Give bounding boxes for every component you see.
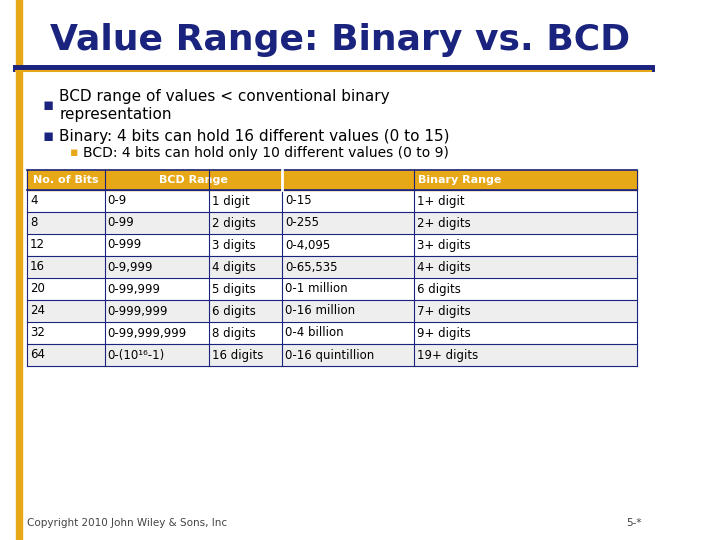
Text: 0-1 million: 0-1 million: [285, 282, 348, 295]
Text: 0-9,999: 0-9,999: [107, 260, 153, 273]
Text: 0-65,535: 0-65,535: [285, 260, 338, 273]
Text: 16: 16: [30, 260, 45, 273]
Text: Binary Range: Binary Range: [418, 175, 501, 185]
Bar: [27, 300, 637, 322]
Text: Binary: 4 bits can hold 16 different values (0 to 15): Binary: 4 bits can hold 16 different val…: [59, 129, 450, 144]
Text: 0-16 million: 0-16 million: [285, 305, 355, 318]
Text: 2 digits: 2 digits: [212, 217, 256, 230]
Text: 24: 24: [30, 305, 45, 318]
Text: BCD Range: BCD Range: [159, 175, 228, 185]
Text: 2+ digits: 2+ digits: [417, 217, 471, 230]
Text: Value Range: Binary vs. BCD: Value Range: Binary vs. BCD: [50, 23, 630, 57]
Text: 4 digits: 4 digits: [212, 260, 256, 273]
Text: 6 digits: 6 digits: [212, 305, 256, 318]
Text: ▪: ▪: [70, 146, 78, 159]
Text: 0-9: 0-9: [107, 194, 127, 207]
Text: 8: 8: [30, 217, 37, 230]
Text: 0-15: 0-15: [285, 194, 312, 207]
Text: 32: 32: [30, 327, 45, 340]
Text: 3+ digits: 3+ digits: [417, 239, 470, 252]
Bar: [27, 190, 637, 212]
Text: 0-4,095: 0-4,095: [285, 239, 330, 252]
Text: 1 digit: 1 digit: [212, 194, 250, 207]
Text: representation: representation: [59, 106, 171, 122]
Text: 20: 20: [30, 282, 45, 295]
Bar: [27, 344, 637, 366]
Bar: [27, 212, 637, 234]
Text: 6 digits: 6 digits: [417, 282, 461, 295]
Text: 7+ digits: 7+ digits: [417, 305, 471, 318]
Text: 12: 12: [30, 239, 45, 252]
Text: 0-999,999: 0-999,999: [107, 305, 168, 318]
Text: 4+ digits: 4+ digits: [417, 260, 471, 273]
Bar: [27, 170, 637, 190]
Text: ▪: ▪: [42, 96, 54, 114]
Text: BCD: 4 bits can hold only 10 different values (0 to 9): BCD: 4 bits can hold only 10 different v…: [83, 146, 449, 160]
Text: 1+ digit: 1+ digit: [417, 194, 464, 207]
Text: Copyright 2010 John Wiley & Sons, Inc: Copyright 2010 John Wiley & Sons, Inc: [27, 518, 228, 528]
Text: 4: 4: [30, 194, 37, 207]
Text: 8 digits: 8 digits: [212, 327, 256, 340]
Bar: [27, 322, 637, 344]
Text: BCD range of values < conventional binary: BCD range of values < conventional binar…: [59, 89, 390, 104]
Text: 3 digits: 3 digits: [212, 239, 256, 252]
Text: No. of Bits: No. of Bits: [33, 175, 99, 185]
Text: 9+ digits: 9+ digits: [417, 327, 471, 340]
Text: 0-99: 0-99: [107, 217, 134, 230]
Bar: [27, 256, 637, 278]
Text: 5 digits: 5 digits: [212, 282, 256, 295]
Text: 16 digits: 16 digits: [212, 348, 264, 361]
Text: 5-*: 5-*: [626, 518, 642, 528]
Text: 0-999: 0-999: [107, 239, 142, 252]
Text: 0-16 quintillion: 0-16 quintillion: [285, 348, 374, 361]
Text: 19+ digits: 19+ digits: [417, 348, 478, 361]
Text: ▪: ▪: [42, 127, 54, 145]
Bar: [27, 278, 637, 300]
Bar: [17, 0, 22, 540]
Text: 0-(10¹⁶-1): 0-(10¹⁶-1): [107, 348, 165, 361]
Text: 0-99,999,999: 0-99,999,999: [107, 327, 186, 340]
Text: 0-4 billion: 0-4 billion: [285, 327, 343, 340]
Text: 0-255: 0-255: [285, 217, 319, 230]
Text: 64: 64: [30, 348, 45, 361]
Text: 0-99,999: 0-99,999: [107, 282, 161, 295]
Bar: [27, 234, 637, 256]
